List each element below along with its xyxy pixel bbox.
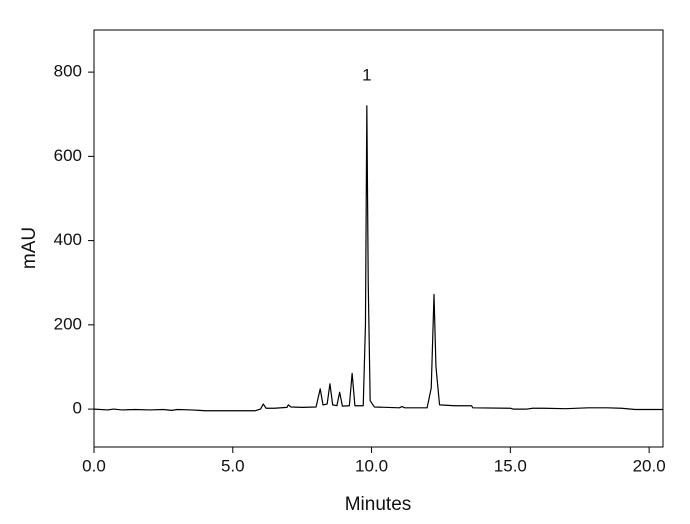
plot-frame [93, 29, 664, 448]
y-tick-label: 800 [54, 62, 82, 81]
y-tick-label: 600 [54, 146, 82, 165]
y-tick-label: 0 [73, 399, 82, 418]
y-tick-label: 200 [54, 314, 82, 333]
x-tick-label: 20.0 [633, 456, 666, 475]
x-axis-title: Minutes [345, 494, 412, 515]
y-tick-label: 400 [54, 230, 82, 249]
x-tick-label: 10.0 [355, 456, 388, 475]
x-tick-label: 15.0 [494, 456, 527, 475]
trace [93, 105, 663, 412]
x-tick-label: 5.0 [221, 456, 245, 475]
x-tick-label: 0.0 [82, 456, 106, 475]
peak-annotation: 1 [362, 65, 371, 84]
y-axis-title: mAU [19, 227, 40, 269]
